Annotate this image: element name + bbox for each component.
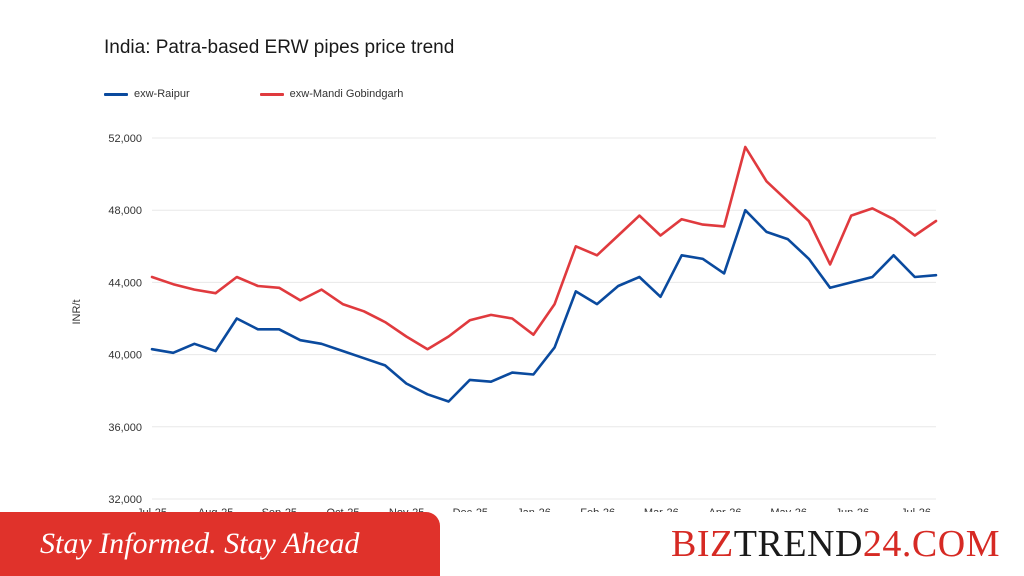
legend-label-mandi: exw-Mandi Gobindgarh	[289, 88, 404, 100]
y-tick-label: 44,000	[108, 277, 142, 289]
legend-swatch-raipur	[104, 92, 128, 96]
legend-item-raipur: exw-Raipur	[104, 88, 190, 100]
legend-swatch-mandi	[259, 92, 284, 96]
y-tick-label: 32,000	[108, 494, 142, 506]
y-tick-label: 52,000	[108, 133, 142, 145]
chart-title: India: Patra-based ERW pipes price trend	[104, 37, 455, 58]
brand-banner[interactable]: BIZTREND24.COM	[440, 512, 1024, 576]
y-axis-label: INR/t	[71, 299, 83, 324]
tagline-banner: Stay Informed. Stay Ahead	[0, 512, 440, 576]
legend: exw-Raipur exw-Mandi Gobindgarh	[104, 88, 403, 100]
y-tick-label: 36,000	[108, 422, 142, 434]
brand-part-3: 24.COM	[862, 523, 1000, 565]
brand-part-1: BIZ	[671, 523, 734, 565]
series-line-mandi-gobindgarh	[150, 145, 938, 351]
y-tick-label: 40,000	[108, 350, 142, 362]
tagline-text: Stay Informed. Stay Ahead	[40, 527, 360, 560]
series-line-raipur	[150, 208, 938, 403]
legend-label-raipur: exw-Raipur	[134, 88, 190, 100]
y-tick-label: 48,000	[108, 205, 142, 217]
brand-part-2: TREND	[733, 523, 863, 565]
brand-logo[interactable]: BIZTREND24.COM	[671, 522, 1000, 566]
legend-item-mandi: exw-Mandi Gobindgarh	[259, 88, 404, 100]
